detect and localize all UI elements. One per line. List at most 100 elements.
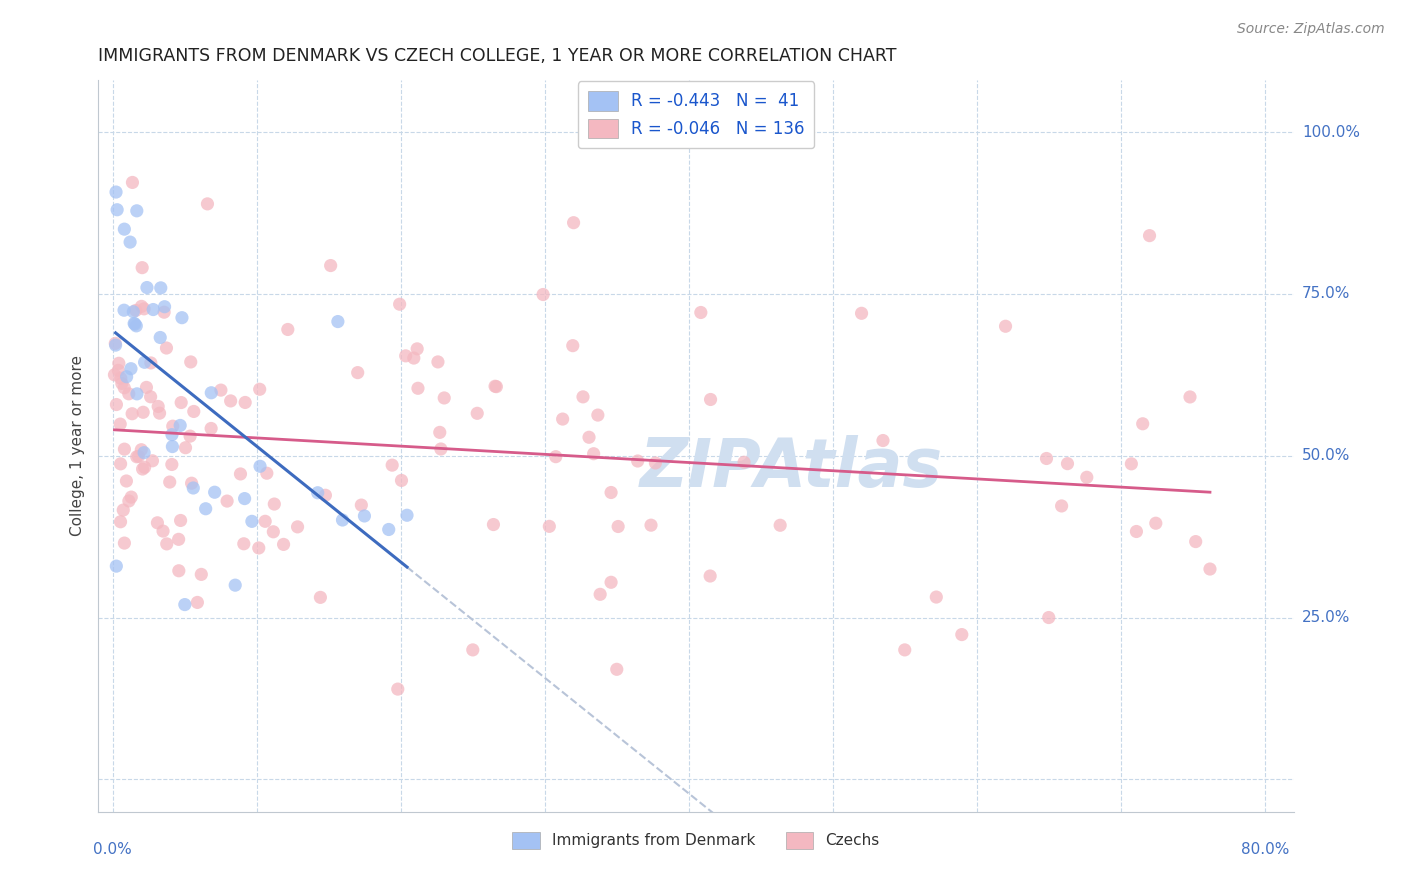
- Point: [1125, 524, 1147, 539]
- Point: [110, 371, 132, 385]
- Point: [217, 494, 239, 508]
- Point: [572, 390, 595, 404]
- Point: [485, 379, 508, 393]
- Point: [232, 537, 254, 551]
- Point: [644, 456, 666, 470]
- Point: [152, 524, 174, 538]
- Point: [197, 197, 219, 211]
- Point: [391, 474, 413, 488]
- Point: [872, 434, 894, 448]
- Point: [538, 519, 561, 533]
- Point: [607, 519, 630, 533]
- Point: [108, 417, 131, 431]
- Point: [578, 430, 600, 444]
- Point: [353, 508, 375, 523]
- Point: [148, 400, 170, 414]
- Point: [141, 454, 163, 468]
- Point: [531, 287, 554, 301]
- Point: [167, 533, 190, 547]
- Point: [104, 336, 127, 351]
- Point: [122, 304, 145, 318]
- Text: 80.0%: 80.0%: [1240, 842, 1289, 857]
- Point: [219, 393, 242, 408]
- Point: [1056, 457, 1078, 471]
- Point: [159, 475, 181, 489]
- Point: [111, 376, 134, 391]
- Point: [925, 590, 948, 604]
- Point: [465, 406, 488, 420]
- Point: [406, 342, 429, 356]
- Point: [314, 488, 336, 502]
- Point: [108, 356, 131, 370]
- Point: [112, 442, 135, 457]
- Point: [309, 591, 332, 605]
- Point: [122, 317, 145, 331]
- Point: [110, 457, 132, 471]
- Point: [586, 408, 609, 422]
- Point: [142, 302, 165, 317]
- Point: [121, 407, 143, 421]
- Point: [544, 450, 567, 464]
- Point: [120, 490, 142, 504]
- Point: [1050, 499, 1073, 513]
- Point: [120, 361, 142, 376]
- Point: [430, 442, 453, 456]
- Point: [118, 494, 141, 508]
- Point: [167, 564, 190, 578]
- Point: [1076, 470, 1098, 484]
- Point: [180, 355, 202, 369]
- Point: [132, 405, 155, 419]
- Point: [402, 351, 425, 365]
- Point: [307, 485, 329, 500]
- Point: [153, 300, 176, 314]
- Point: [155, 341, 177, 355]
- Point: [131, 299, 153, 313]
- Point: [160, 427, 183, 442]
- Point: [387, 682, 409, 697]
- Point: [153, 305, 176, 319]
- Point: [249, 459, 271, 474]
- Point: [134, 460, 156, 475]
- Point: [209, 383, 232, 397]
- Point: [893, 643, 915, 657]
- Text: ZIPAtlas: ZIPAtlas: [640, 435, 943, 501]
- Point: [125, 318, 148, 333]
- Point: [287, 520, 309, 534]
- Point: [146, 516, 169, 530]
- Point: [131, 442, 153, 457]
- Point: [186, 595, 208, 609]
- Point: [699, 569, 721, 583]
- Point: [395, 349, 418, 363]
- Point: [125, 303, 148, 318]
- Text: IMMIGRANTS FROM DENMARK VS CZECH COLLEGE, 1 YEAR OR MORE CORRELATION CHART: IMMIGRANTS FROM DENMARK VS CZECH COLLEGE…: [98, 47, 897, 65]
- Legend: Immigrants from Denmark, Czechs: Immigrants from Denmark, Czechs: [506, 825, 886, 855]
- Point: [254, 514, 277, 528]
- Text: 0.0%: 0.0%: [93, 842, 132, 857]
- Text: 25.0%: 25.0%: [1302, 610, 1350, 625]
- Y-axis label: College, 1 year or more: College, 1 year or more: [70, 356, 86, 536]
- Point: [1035, 451, 1057, 466]
- Point: [600, 575, 623, 590]
- Point: [1199, 562, 1222, 576]
- Point: [179, 429, 201, 443]
- Point: [377, 523, 399, 537]
- Point: [461, 643, 484, 657]
- Point: [160, 458, 183, 472]
- Point: [406, 381, 429, 395]
- Point: [132, 301, 155, 316]
- Point: [194, 501, 217, 516]
- Point: [173, 598, 195, 612]
- Point: [125, 203, 148, 218]
- Point: [395, 508, 418, 523]
- Point: [139, 356, 162, 370]
- Point: [606, 662, 628, 676]
- Point: [162, 419, 184, 434]
- Point: [256, 467, 278, 481]
- Point: [346, 366, 368, 380]
- Point: [105, 398, 128, 412]
- Point: [162, 440, 184, 454]
- Point: [190, 567, 212, 582]
- Point: [181, 481, 204, 495]
- Point: [112, 503, 135, 517]
- Point: [273, 537, 295, 551]
